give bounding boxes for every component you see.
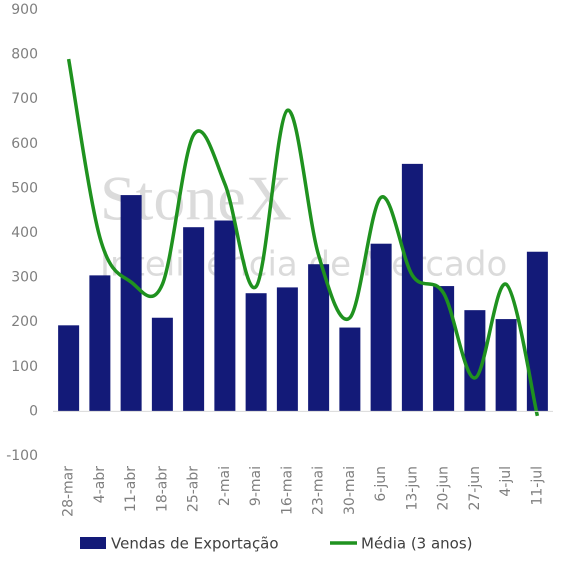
y-tick-label: 300 <box>11 270 38 286</box>
x-tick-label: 27-jun <box>467 466 483 511</box>
x-tick-label: 9-mai <box>248 466 264 506</box>
bar <box>526 251 548 412</box>
watermark-text: Inteligência de Mercado <box>100 245 507 285</box>
bar <box>276 287 298 412</box>
x-tick-label: 23-mai <box>311 466 327 515</box>
x-tick-label: 16-mai <box>279 466 295 515</box>
x-tick-label: 4-jul <box>498 466 514 497</box>
legend-label: Vendas de Exportação <box>111 535 279 553</box>
legend-swatch <box>80 537 106 549</box>
bar <box>464 310 486 412</box>
x-tick-label: 18-abr <box>154 466 170 512</box>
y-tick-label: -100 <box>6 448 38 464</box>
y-tick-label: 700 <box>11 91 38 107</box>
x-tick-label: 30-mai <box>342 466 358 515</box>
bar <box>214 220 236 412</box>
x-tick-label: 11-jul <box>529 466 545 506</box>
bar <box>120 195 142 412</box>
bar <box>245 293 267 412</box>
x-tick-label: 28-mar <box>61 466 77 517</box>
line <box>66 58 540 417</box>
y-tick-label: 100 <box>11 359 38 375</box>
x-tick-label: 2-mai <box>217 466 233 506</box>
bar <box>495 319 517 412</box>
bar <box>339 327 361 412</box>
y-tick-label: 600 <box>11 136 38 152</box>
bar <box>151 317 173 412</box>
x-tick-label: 25-abr <box>186 466 202 512</box>
y-tick-label: 800 <box>11 47 38 63</box>
bar <box>433 286 455 412</box>
bar <box>308 264 330 412</box>
x-tick-label: 13-jun <box>404 466 420 511</box>
y-tick-label: 900 <box>11 2 38 18</box>
bar <box>183 227 205 412</box>
x-tick-label: 6-jun <box>373 466 389 502</box>
y-tick-label: 0 <box>29 403 38 419</box>
bar <box>89 275 111 412</box>
x-tick-label: 11-abr <box>123 466 139 512</box>
legend-label: Média (3 anos) <box>361 535 473 553</box>
y-tick-label: 400 <box>11 225 38 241</box>
bar <box>401 163 423 412</box>
bar <box>370 243 392 412</box>
y-tick-label: 500 <box>11 180 38 196</box>
x-tick-label: 4-abr <box>92 466 108 503</box>
x-tick-label: 20-jun <box>436 466 452 511</box>
bar <box>58 325 80 412</box>
y-tick-label: 200 <box>11 314 38 330</box>
